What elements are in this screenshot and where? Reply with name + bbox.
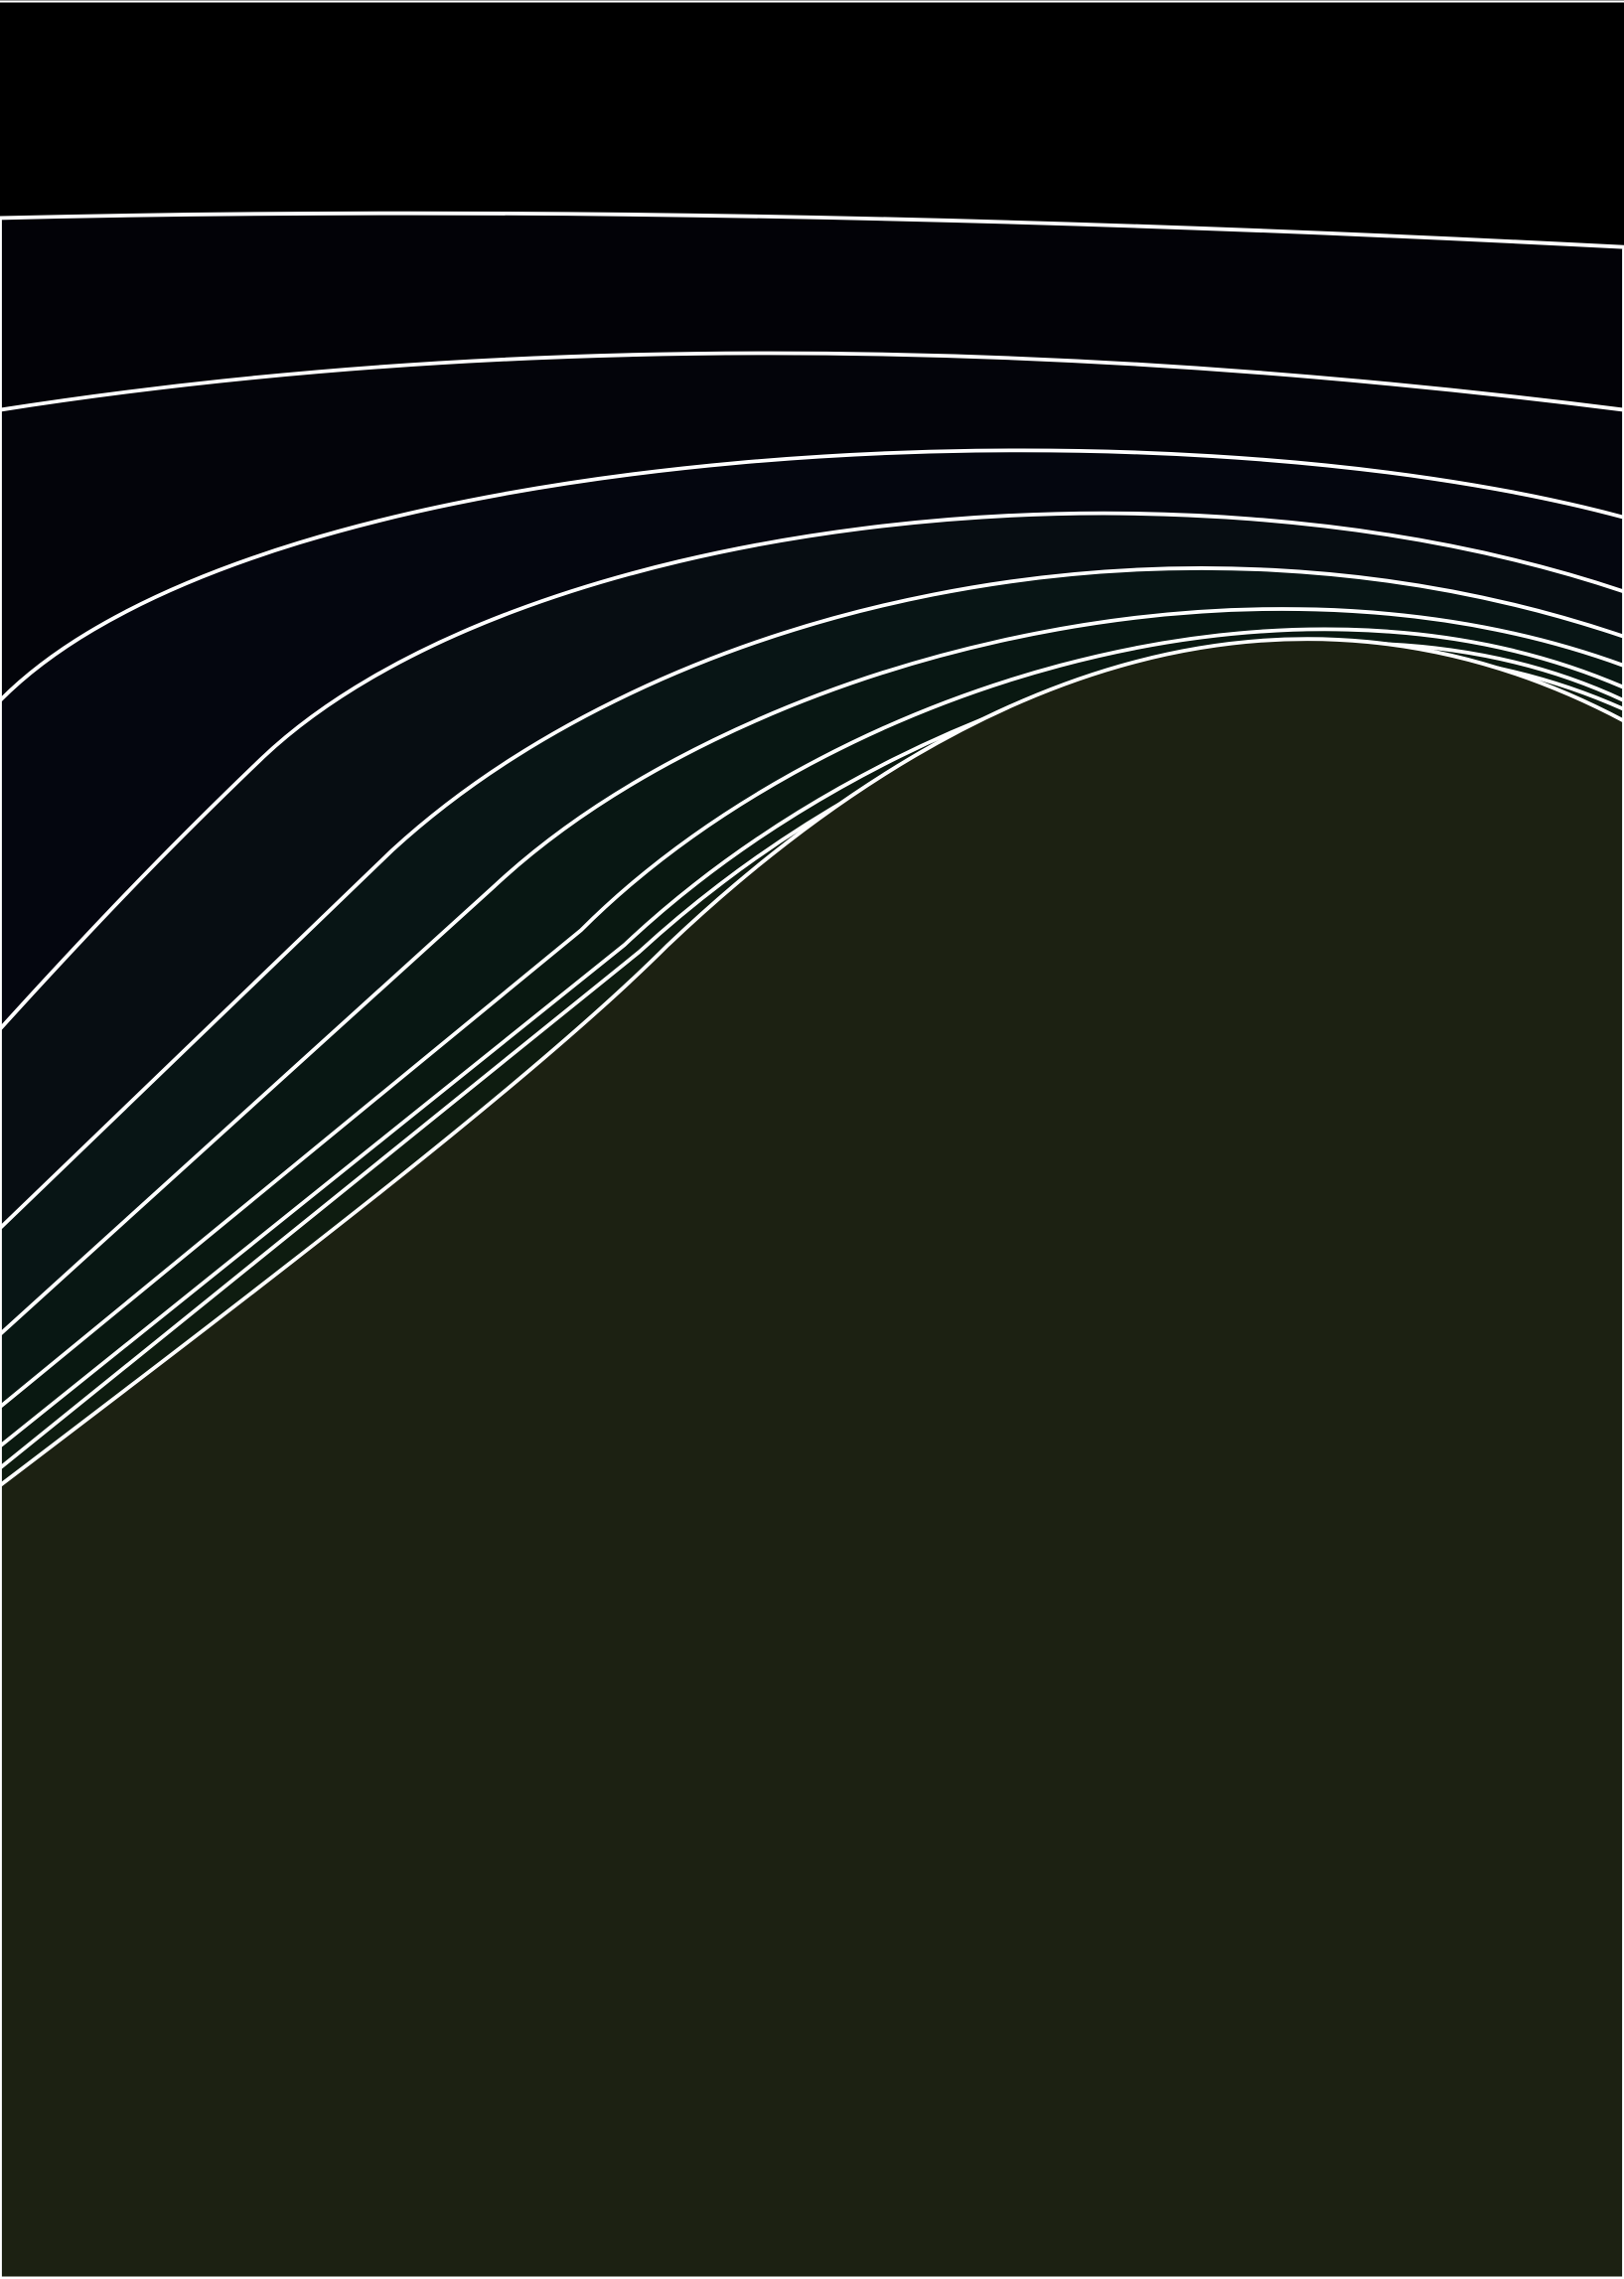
wave-band	[0, 637, 1624, 2279]
